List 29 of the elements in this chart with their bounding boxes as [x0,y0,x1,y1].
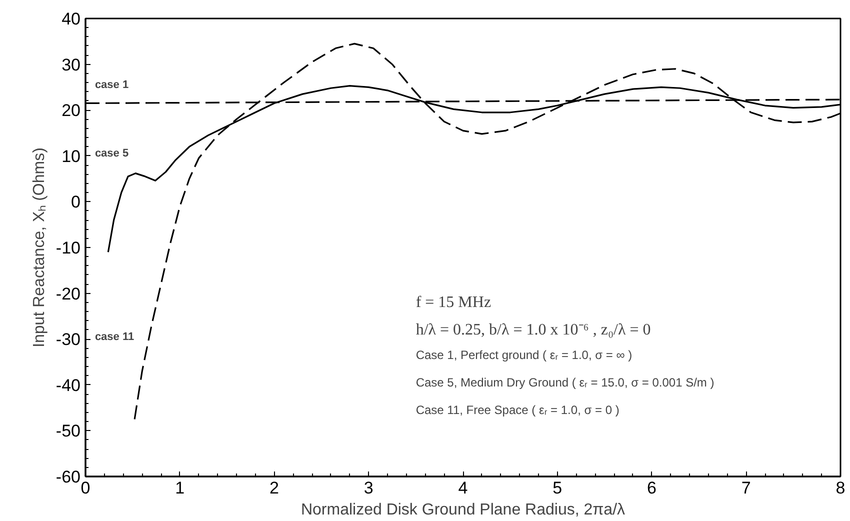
annotation: case 11 [94,330,134,343]
y-tick-label: -40 [56,376,81,395]
x-tick-label: 8 [836,478,846,498]
annotation: Case 5, Medium Dry Ground ( εᵣ = 15.0, σ = 0.001 S/m ) [416,376,714,390]
annotation: case 1 [94,78,129,91]
annotation: h/λ = 0.25, b/λ = 1.0 x 10⁻⁶ , z₀/λ = 0 [416,321,651,338]
annotation: f = 15 MHz [416,294,492,311]
x-tick-label: 2 [270,478,279,498]
x-tick-label: 5 [552,478,562,498]
x-tick-label: 6 [647,478,656,498]
x-tick-label: 4 [458,478,468,498]
y-tick-label: -60 [56,468,81,486]
annotation: Case 1, Perfect ground ( εᵣ = 1.0, σ = ∞ ) [416,348,632,362]
y-tick-label: -30 [56,330,81,350]
annotation: Case 11, Free Space ( εᵣ = 1.0, σ = 0 ) [416,403,620,418]
x-tick-label: 7 [741,478,751,498]
y-tick-label: 10 [62,146,81,166]
x-tick-label: 1 [175,478,185,498]
y-tick-label: 30 [62,55,81,74]
x-axis-title: Normalized Disk Ground Plane Radius, 2πa/λ [300,502,626,518]
x-tick-label: 3 [364,478,374,498]
y-axis-title: Input Reactance, Xₕ (Ohms) [30,148,48,348]
y-tick-label: 0 [71,192,81,212]
y-tick-label: -50 [56,422,81,441]
y-tick-label: -10 [56,238,81,258]
y-tick-label: 40 [62,10,81,28]
y-tick-label: -20 [56,284,81,304]
annotation: case 5 [94,148,129,160]
y-tick-label: 20 [62,101,81,120]
